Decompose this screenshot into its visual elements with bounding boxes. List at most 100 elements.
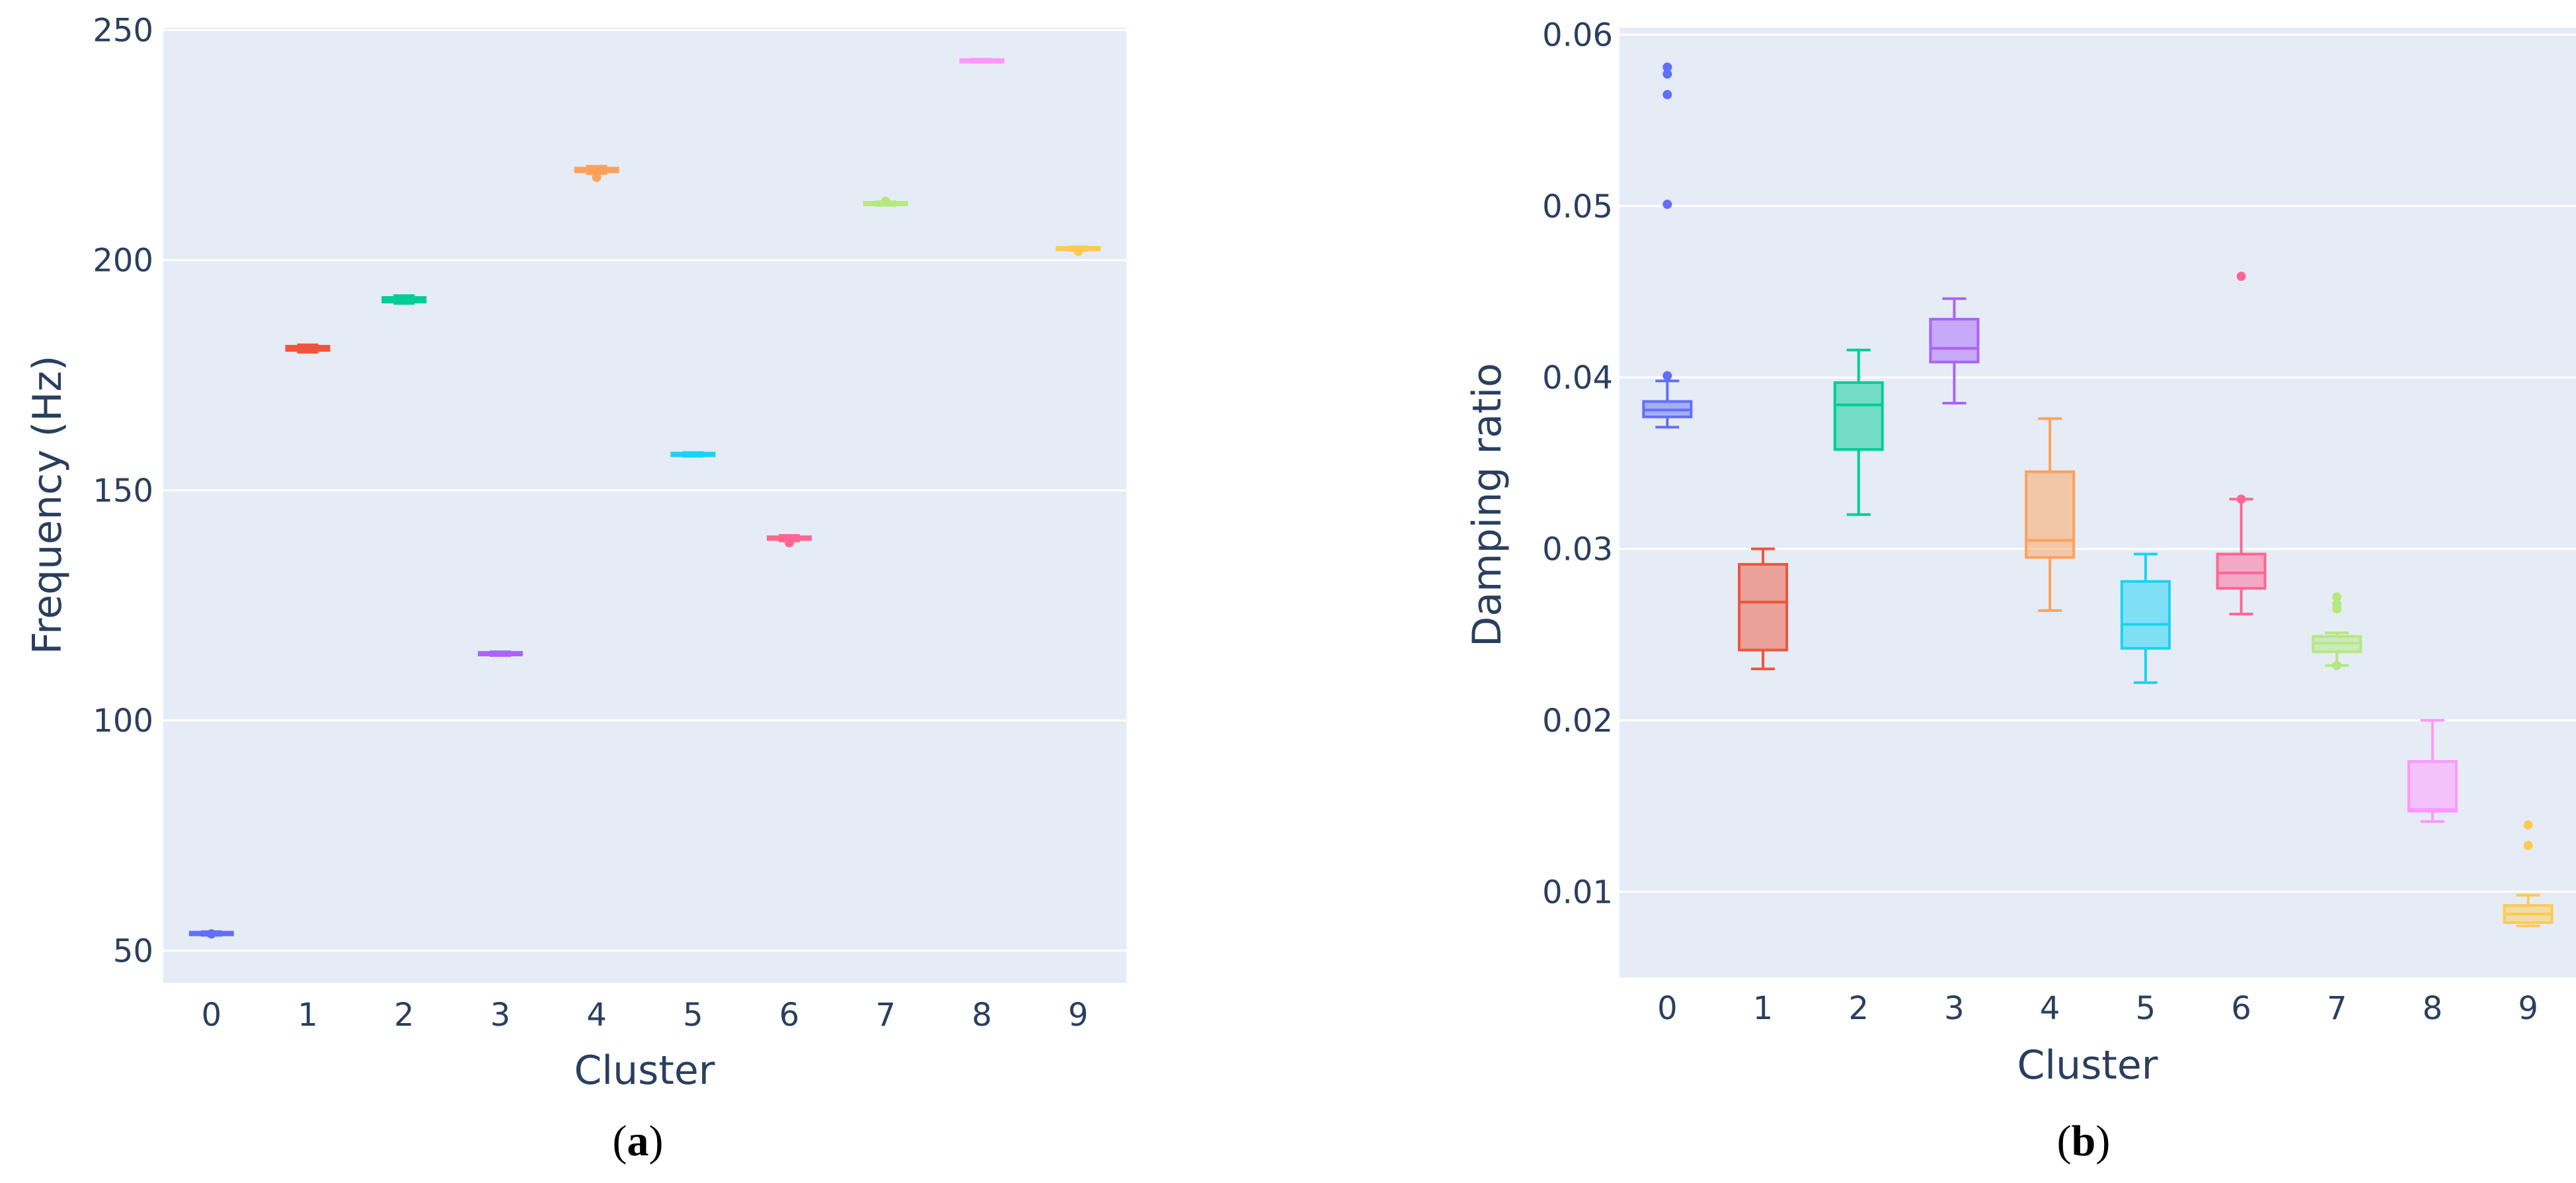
damping-box (1929, 317, 1980, 363)
frequency-x-tick-label: 8 (972, 997, 992, 1034)
damping-box-cluster-6 (2216, 272, 2267, 616)
frequency-outlier-point (785, 538, 795, 548)
damping-y-tick-label: 0.06 (1542, 17, 1613, 54)
damping-y-tick-label: 0.01 (1542, 874, 1613, 911)
damping-x-tick-label: 3 (1944, 990, 1965, 1027)
damping-x-tick-label: 7 (2327, 990, 2347, 1027)
frequency-y-axis-title: Frequency (Hz) (24, 356, 71, 654)
frequency-y-tick-label: 150 (93, 473, 153, 510)
damping-x-tick-label: 6 (2231, 990, 2251, 1027)
damping-outlier-point (1662, 371, 1672, 381)
frequency-y-tick-label: 50 (113, 933, 153, 970)
frequency-box-cluster-3 (477, 650, 523, 657)
frequency-box-cluster-7 (863, 196, 908, 207)
damping-boxplot-panel: 0.01 0.02 0.03 0.04 0.05 0.06 0 1 2 3 4 5 6 7 8 9 Clus… (1464, 17, 2576, 1088)
frequency-outlier-point (206, 929, 216, 939)
damping-outlier-point (1662, 200, 1672, 210)
frequency-x-axis-title: Cluster (574, 1048, 715, 1094)
frequency-box-cluster-4 (574, 165, 619, 182)
damping-box-cluster-5 (2120, 553, 2171, 684)
frequency-outlier-point (592, 172, 602, 182)
frequency-boxplot-panel: 50 100 150 200 250 0 1 2 3 4 5 6 7 8 9 Cluster Freque… (24, 12, 1126, 1094)
damping-box-cluster-3 (1929, 297, 1980, 405)
damping-plot-area (1620, 28, 2576, 977)
caption-b-close: ) (2095, 1117, 2110, 1165)
damping-box (1833, 381, 1884, 451)
frequency-boxes (188, 57, 1101, 939)
frequency-outlier-point (1073, 247, 1083, 256)
frequency-box-cluster-2 (381, 294, 427, 305)
frequency-gridlines (163, 28, 1126, 952)
caption-a: (a) (613, 1117, 664, 1165)
frequency-y-tick-label: 200 (93, 243, 153, 280)
damping-gridlines (1620, 33, 2576, 893)
damping-box-cluster-1 (1738, 547, 1789, 671)
damping-y-tick-label: 0.03 (1542, 531, 1613, 568)
frequency-x-tick-label: 0 (202, 997, 222, 1034)
damping-x-tick-label: 1 (1753, 990, 1774, 1027)
damping-x-tick-label: 4 (2040, 990, 2060, 1027)
frequency-x-tick-label: 6 (779, 997, 800, 1034)
damping-x-tick-label: 9 (2518, 990, 2538, 1027)
frequency-y-tick-label: 250 (93, 12, 153, 49)
damping-outlier-point (1662, 90, 1672, 100)
frequency-x-tick-label: 4 (586, 997, 607, 1034)
damping-x-tick-label: 8 (2423, 990, 2443, 1027)
damping-box (2120, 580, 2171, 650)
frequency-x-tick-label: 1 (297, 997, 318, 1034)
damping-box-cluster-9 (2503, 820, 2554, 928)
damping-outlier-point (2236, 272, 2246, 282)
damping-y-tick-label: 0.02 (1542, 703, 1613, 740)
damping-box-cluster-0 (1642, 62, 1693, 429)
caption-a-open: ( (613, 1117, 627, 1165)
damping-outlier-point (2332, 592, 2342, 602)
damping-x-tick-label: 2 (1848, 990, 1869, 1027)
damping-outlier-point (2523, 841, 2533, 851)
frequency-box-cluster-8 (959, 57, 1005, 64)
frequency-outlier-point (880, 196, 890, 206)
damping-y-tick-labels: 0.01 0.02 0.03 0.04 0.05 0.06 (1542, 17, 1613, 911)
damping-x-tick-labels: 0 1 2 3 4 5 6 7 8 9 (1657, 990, 2538, 1027)
frequency-box-cluster-6 (767, 534, 812, 548)
damping-outlier-point (1662, 69, 1672, 79)
frequency-box-cluster-0 (188, 929, 234, 939)
damping-outlier-point (2236, 494, 2246, 504)
damping-outlier-point (2523, 820, 2533, 830)
damping-box (2216, 553, 2267, 590)
damping-x-tick-label: 5 (2136, 990, 2156, 1027)
caption-a-close: ) (649, 1117, 664, 1165)
frequency-x-tick-label: 3 (490, 997, 511, 1034)
damping-y-tick-label: 0.05 (1542, 188, 1613, 225)
caption-b-open: ( (2057, 1117, 2072, 1165)
frequency-y-tick-label: 100 (93, 703, 153, 740)
damping-box (2407, 760, 2458, 813)
caption-a-letter: a (627, 1117, 649, 1165)
frequency-box-cluster-5 (670, 451, 716, 458)
frequency-y-tick-labels: 50 100 150 200 250 (93, 12, 153, 970)
frequency-box-cluster-1 (285, 343, 331, 354)
damping-outlier-point (2332, 599, 2342, 609)
damping-boxes (1642, 62, 2554, 928)
damping-box (1738, 562, 1789, 652)
caption-b-letter: b (2072, 1117, 2096, 1165)
caption-b: (b) (2057, 1117, 2111, 1165)
damping-outlier-point (2332, 660, 2342, 670)
damping-box-cluster-4 (2025, 417, 2076, 612)
damping-box-cluster-8 (2407, 718, 2458, 823)
frequency-box-cluster-9 (1056, 245, 1101, 256)
frequency-x-tick-label: 7 (875, 997, 896, 1034)
frequency-x-tick-label: 5 (683, 997, 703, 1034)
damping-x-tick-label: 0 (1657, 990, 1678, 1027)
damping-x-axis-title: Cluster (2017, 1042, 2158, 1088)
frequency-x-tick-label: 9 (1068, 997, 1089, 1034)
frequency-x-tick-label: 2 (394, 997, 414, 1034)
damping-box-cluster-2 (1833, 348, 1884, 516)
damping-y-tick-label: 0.04 (1542, 360, 1613, 397)
damping-box-cluster-7 (2312, 592, 2362, 670)
damping-box (2025, 470, 2076, 559)
frequency-plot-area (163, 28, 1126, 983)
damping-outlier-point (1662, 62, 1672, 72)
frequency-x-tick-labels: 0 1 2 3 4 5 6 7 8 9 (202, 997, 1089, 1034)
damping-y-axis-title: Damping ratio (1464, 363, 1510, 647)
